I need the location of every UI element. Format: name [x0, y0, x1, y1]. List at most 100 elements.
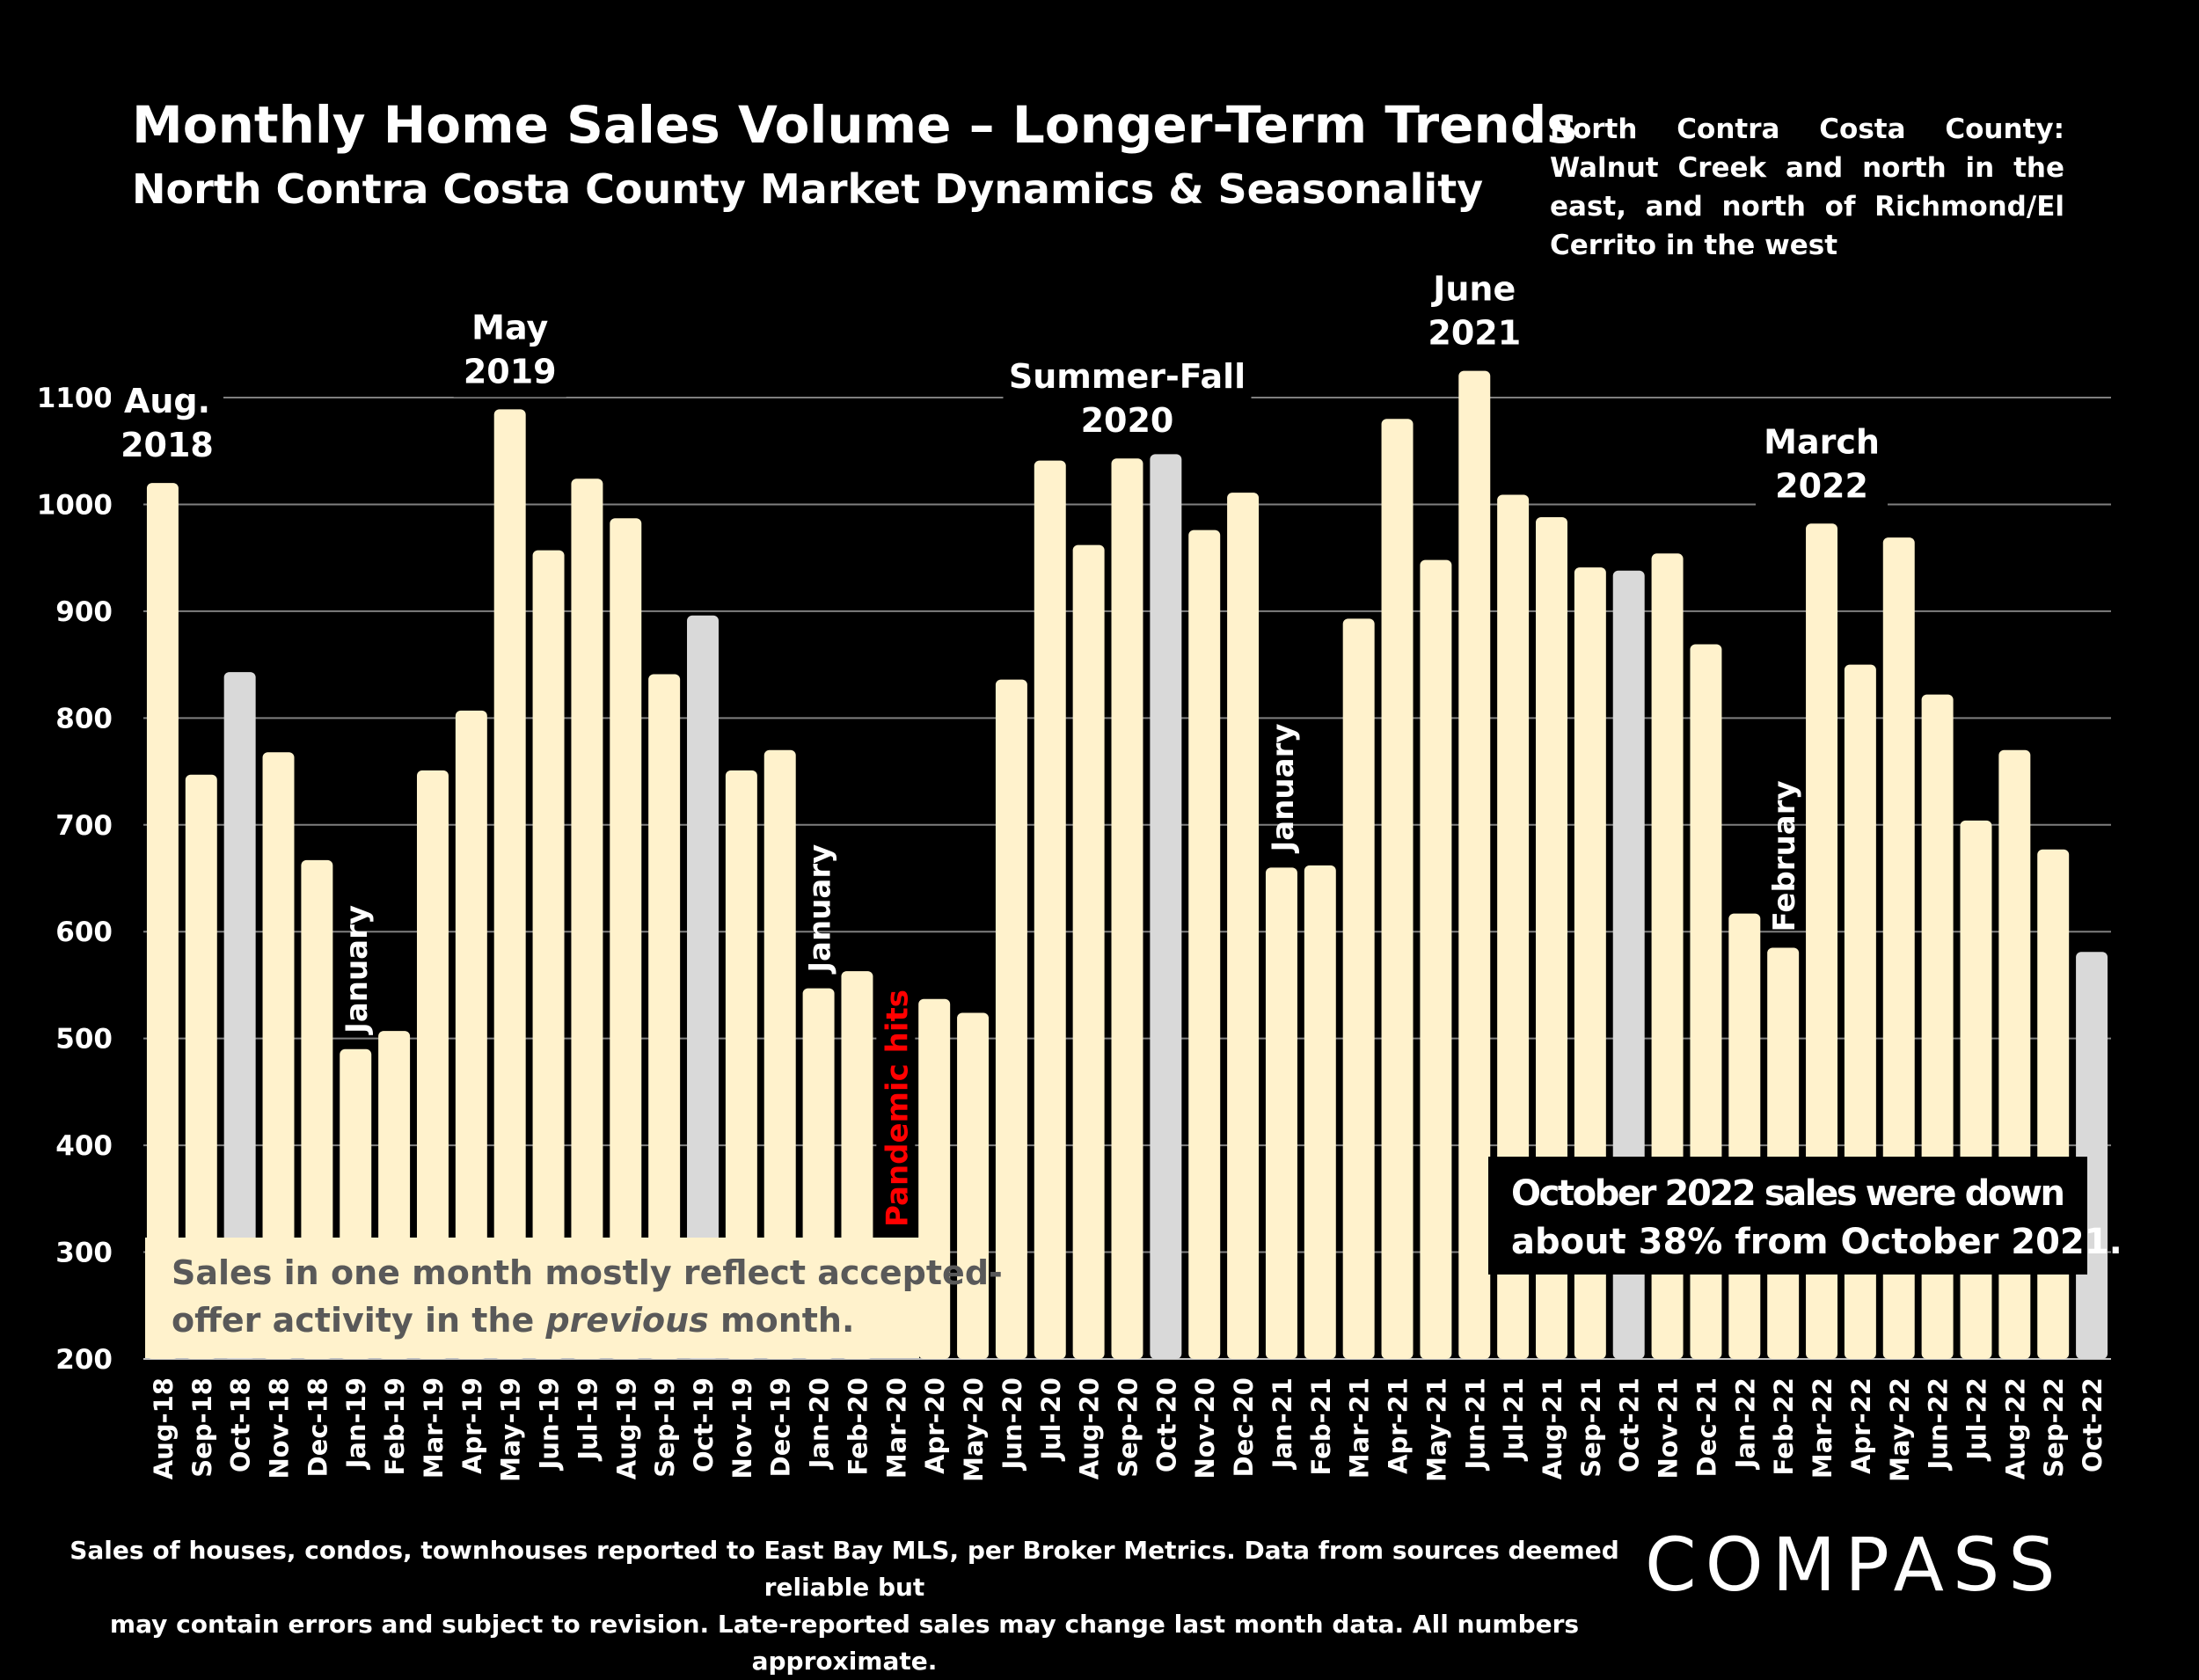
x-tick-label: Aug-20 [1075, 1377, 1105, 1479]
bar-jun-20 [995, 679, 1027, 1359]
vertical-annotation: January [803, 844, 838, 975]
x-tick-label: Jun-19 [535, 1377, 565, 1471]
bar-oct-22 [2076, 952, 2108, 1359]
x-tick-label: Mar-20 [881, 1377, 911, 1479]
annotation-label: Aug. [124, 382, 210, 420]
bar-may-19 [493, 409, 526, 1359]
bar-jul-21 [1497, 494, 1530, 1359]
x-tick-label: Nov-20 [1190, 1377, 1220, 1479]
y-tick-label: 600 [55, 917, 113, 948]
x-tick-label: Oct-18 [226, 1377, 256, 1472]
note-left-box [145, 1238, 919, 1358]
x-tick-label: Feb-21 [1306, 1377, 1336, 1475]
annotation-label: 2019 [464, 352, 557, 391]
bar-may-20 [957, 1012, 990, 1359]
x-tick-label: Jan-20 [805, 1377, 835, 1470]
note-left-line2-c: month. [709, 1301, 855, 1340]
note-left-line2-b: previous [544, 1301, 708, 1340]
x-tick-label: Oct-22 [2078, 1377, 2108, 1472]
chart-title: Monthly Home Sales Volume – Longer-Term … [132, 95, 1577, 155]
bar-sep-18 [185, 774, 217, 1359]
bar-sep-22 [2037, 849, 2070, 1359]
compass-logo: COMPASS [1645, 1522, 2064, 1608]
bar-jan-21 [1265, 867, 1297, 1359]
bar-nov-19 [725, 770, 757, 1359]
note-left-line2: offer activity in the previous month. [172, 1301, 854, 1340]
bar-may-22 [1882, 537, 1915, 1359]
bar-nov-18 [262, 752, 295, 1359]
bar-oct-20 [1150, 454, 1182, 1360]
vertical-annotation: Pandemic hits [880, 990, 915, 1227]
note-left-line1: Sales in one month mostly reflect accept… [172, 1253, 1003, 1292]
x-tick-label: Sep-21 [1576, 1377, 1606, 1478]
bar-nov-20 [1188, 530, 1221, 1359]
bar-oct-19 [687, 615, 719, 1359]
x-tick-label: Sep-20 [1114, 1377, 1143, 1478]
bar-feb-22 [1767, 947, 1800, 1359]
x-tick-label: Oct-19 [689, 1377, 719, 1472]
bar-oct-18 [223, 672, 256, 1359]
x-tick-label: May-20 [959, 1377, 989, 1482]
y-tick-label: 700 [55, 810, 113, 842]
x-tick-label: Oct-21 [1615, 1377, 1645, 1472]
bar-jul-22 [1960, 820, 1992, 1359]
bar-jun-21 [1458, 370, 1491, 1359]
annotation-label: 2018 [121, 426, 214, 464]
x-tick-label: Jan-19 [341, 1377, 371, 1470]
bar-apr-20 [918, 998, 951, 1359]
bar-sep-20 [1111, 458, 1143, 1359]
x-tick-label: Dec-19 [766, 1377, 796, 1477]
bar-mar-19 [416, 770, 449, 1359]
note-left-line2-a: offer activity in the [172, 1301, 545, 1340]
bar-jul-20 [1034, 460, 1066, 1359]
annotations: Aug. 2018 May 2019 Summer-Fall 2020 June 2021 Ma… [111, 261, 1889, 1227]
bar-mar-22 [1806, 523, 1838, 1359]
x-tick-label: Jun-21 [1460, 1377, 1490, 1471]
x-tick-label: Oct-20 [1151, 1377, 1181, 1472]
x-tick-label: Jan-21 [1268, 1377, 1297, 1470]
y-tick-label: 200 [55, 1344, 113, 1376]
annotation-bg [876, 1007, 916, 1227]
x-tick-label: Mar-19 [419, 1377, 449, 1479]
x-tick-label: Jun-22 [1924, 1377, 1954, 1471]
y-tick-label: 300 [55, 1238, 113, 1269]
x-tick-label: Apr-20 [920, 1377, 950, 1474]
x-tick-label: May-19 [496, 1377, 526, 1482]
x-tick-label: Sep-18 [187, 1377, 217, 1478]
bar-apr-21 [1381, 419, 1414, 1360]
bar-feb-21 [1304, 865, 1336, 1359]
bar-jul-19 [571, 478, 603, 1359]
x-tick-label: Aug-18 [149, 1377, 179, 1479]
x-tick-label: Sep-19 [650, 1377, 680, 1478]
x-tick-label: May-22 [1885, 1377, 1915, 1482]
callouts: Sales in one month mostly reflect accept… [145, 1157, 2122, 1358]
x-tick-label: Dec-21 [1691, 1377, 1721, 1477]
x-tick-label: Nov-21 [1654, 1377, 1684, 1479]
bar-mar-21 [1342, 618, 1375, 1359]
y-tick-label: 400 [55, 1130, 113, 1162]
footnote-line2: may contain errors and subject to revisi… [109, 1610, 1580, 1676]
x-tick-label: Feb-22 [1769, 1377, 1799, 1475]
annotation-label: 2021 [1428, 314, 1521, 353]
y-tick-label: 500 [55, 1024, 113, 1055]
bar-aug-18 [146, 483, 179, 1359]
x-tick-label: Jul-19 [573, 1377, 603, 1462]
vertical-annotation: January [1266, 723, 1301, 853]
x-tick-label: Jul-20 [1036, 1377, 1066, 1462]
annotation-label: Summer-Fall [1009, 357, 1246, 396]
annotation-bg [1003, 349, 1252, 447]
x-axis-labels: Aug-18 Sep-18 Oct-18 Nov-18 Dec-18 Jan-19 Feb-… [149, 1377, 2108, 1482]
annotation-bg [1418, 261, 1531, 359]
bar-aug-19 [610, 518, 642, 1359]
annotation-label: 2020 [1081, 401, 1174, 440]
region-note: North Contra Costa County: Walnut Creek … [1550, 113, 2064, 261]
x-tick-label: Jan-22 [1730, 1377, 1760, 1470]
x-tick-label: Apr-22 [1846, 1377, 1876, 1474]
bar-jun-19 [532, 550, 565, 1359]
note-right-line1: October 2022 sales were down [1511, 1173, 2065, 1214]
annotation-label: May [471, 308, 548, 347]
y-tick-label: 1000 [37, 489, 113, 521]
x-tick-label: Jun-20 [997, 1377, 1027, 1471]
x-tick-label: Dec-20 [1229, 1377, 1259, 1477]
